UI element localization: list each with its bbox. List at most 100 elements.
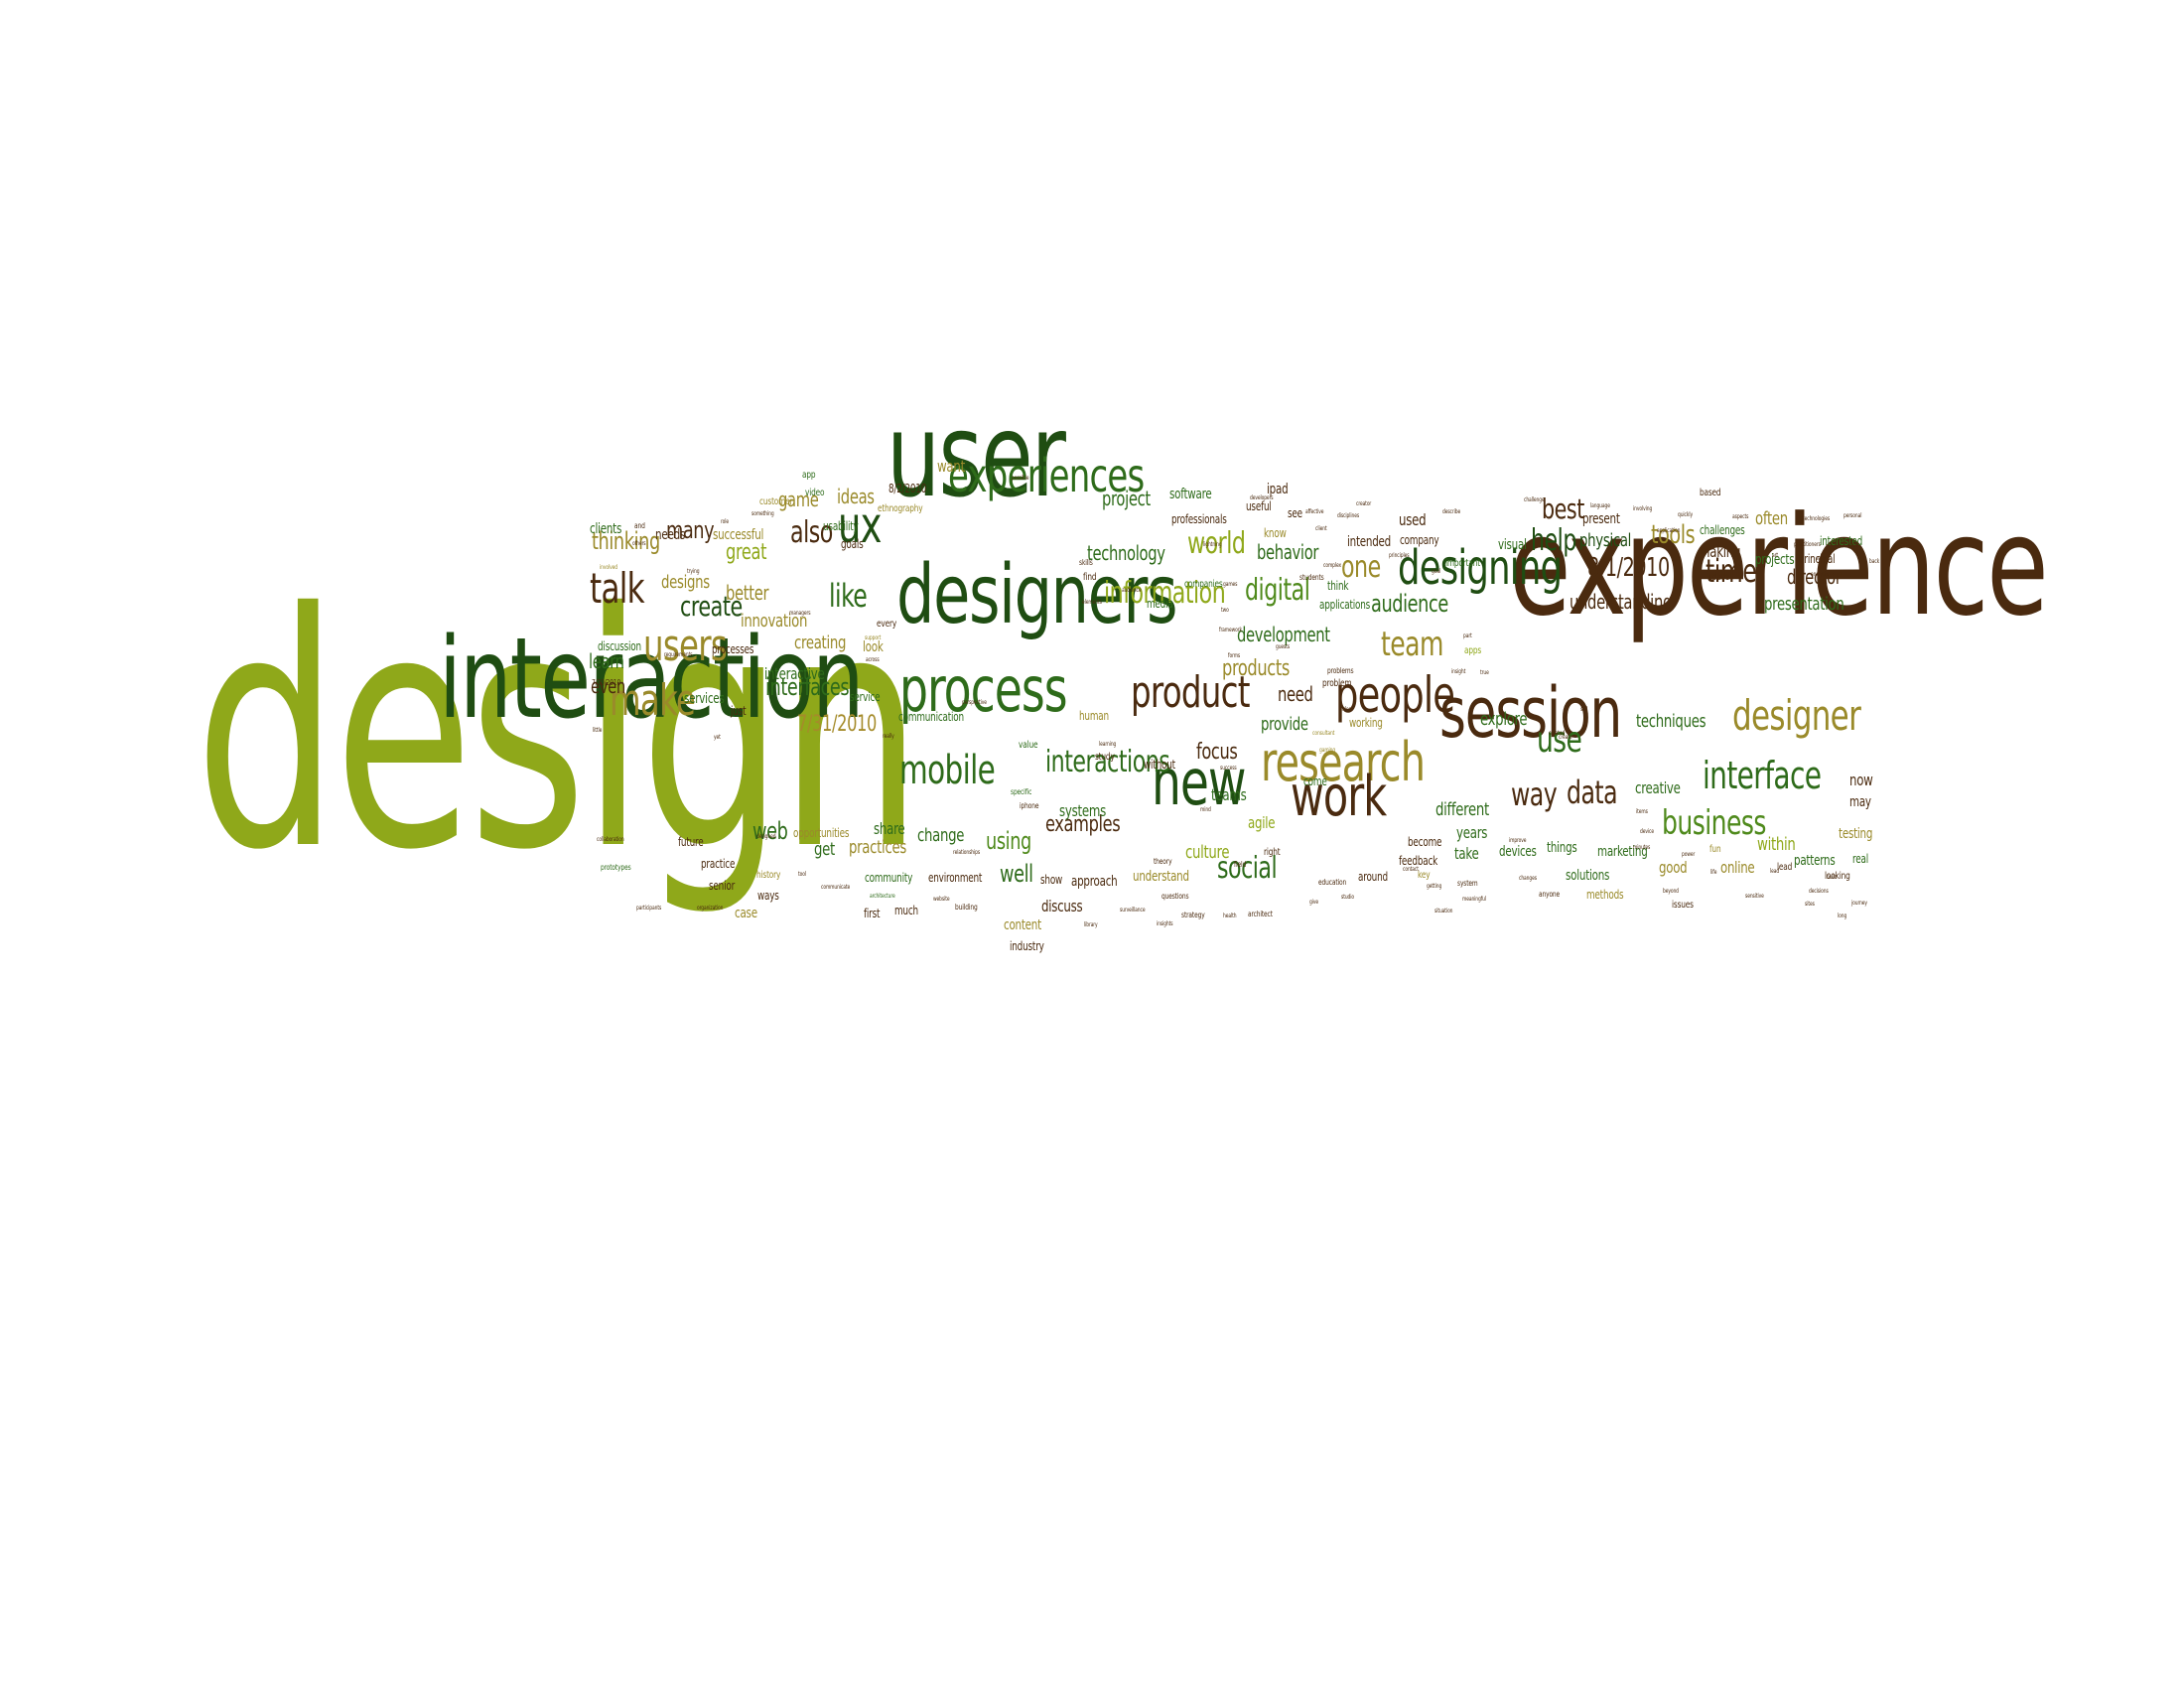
word-designed-200: designed <box>756 833 776 841</box>
word-creating-72: creating <box>794 633 847 654</box>
word-and-189: and <box>634 521 645 531</box>
word-first-139: first <box>864 907 881 921</box>
word-prototypes-186: prototypes <box>601 863 631 873</box>
word-journey-221: journey <box>1851 900 1867 908</box>
word-organization-231: organization <box>697 905 724 913</box>
word-8-1-2010-38: 8/1/2010 <box>1587 552 1670 583</box>
word-little-281: little <box>593 727 603 735</box>
word-understanding-65: understanding <box>1570 589 1673 614</box>
word-quickly-215: quickly <box>1678 511 1694 519</box>
word-digital-31: digital <box>1245 573 1310 609</box>
word-guests-273: guests <box>1276 643 1291 651</box>
word-anyone-182: anyone <box>1539 890 1561 900</box>
word-come-147: come <box>1303 774 1327 789</box>
word-designer-13: designer <box>1732 690 1861 740</box>
word-years-82: years <box>1456 822 1488 842</box>
word-often-97: often <box>1755 508 1788 530</box>
word-methods-151: methods <box>1586 888 1624 903</box>
word-getting-228: getting <box>1427 883 1442 891</box>
word-processes-121: processes <box>712 642 754 657</box>
word-feedback-150: feedback <box>1399 854 1438 869</box>
word-contact-255: contact <box>1403 866 1419 874</box>
word-time-30: time <box>1706 551 1757 590</box>
word-session-6: session <box>1439 671 1622 754</box>
word-senior-134: senior <box>709 879 736 894</box>
word-user-3: user <box>887 388 1066 523</box>
word-data-28: data <box>1567 773 1618 811</box>
word-practitioners-213: practitioners <box>1794 541 1821 549</box>
word-every-165: every <box>877 618 897 630</box>
word-insight-223: insight <box>1451 668 1466 676</box>
word-designers-4: designers <box>896 547 1178 642</box>
word-role-232: role <box>721 518 729 526</box>
word-systems-125: systems <box>1059 800 1106 820</box>
word-agile-81: agile <box>1248 812 1276 832</box>
word-work-11: work <box>1291 765 1387 830</box>
word-see-161: see <box>1288 506 1302 521</box>
word-designing-15: designing <box>1398 539 1563 596</box>
word-change-76: change <box>917 825 965 847</box>
word-principles-266: principles <box>1389 552 1410 560</box>
word-back-257: back <box>1869 558 1880 566</box>
word-people-9: people <box>1335 666 1455 724</box>
word-interaction-2: interaction <box>439 615 864 745</box>
word-involving-210: involving <box>1633 505 1653 513</box>
word-customer-164: customer <box>759 495 793 507</box>
word-across-245: across <box>866 656 880 664</box>
word-must-259: must <box>1848 542 1859 550</box>
word-education-168: education <box>1318 878 1347 888</box>
word-useful-159: useful <box>1246 499 1272 514</box>
word-7-31-2010-47: 7/31/2010 <box>797 711 877 737</box>
word-affective-241: affective <box>1305 508 1324 516</box>
word-online-90: online <box>1720 857 1755 877</box>
word-using-43: using <box>986 827 1031 856</box>
word-professionals-111: professionals <box>1171 512 1227 527</box>
word-disciplines-268: disciplines <box>1337 512 1360 520</box>
word-interested-99: interested <box>1820 534 1863 549</box>
word-something-202: something <box>751 510 774 518</box>
word-explore-60: explore <box>1480 709 1528 731</box>
word-opportunities-131: opportunities <box>793 826 850 841</box>
word-theory-178: theory <box>1154 857 1172 867</box>
word-just-154: just <box>731 704 747 719</box>
word-project-67: project <box>1102 486 1151 510</box>
word-others-203: others <box>632 540 646 548</box>
word-value-177: value <box>1019 739 1038 751</box>
word-successful-117: successful <box>713 526 764 543</box>
word-problems-191: problems <box>1327 666 1354 676</box>
word-items-283: items <box>1636 808 1648 816</box>
word-even-69: even <box>591 673 625 698</box>
word-services-74: services <box>684 690 725 707</box>
word-creator-267: creator <box>1356 500 1372 508</box>
word-think-152: think <box>1327 579 1349 594</box>
word-behavior-55: behavior <box>1257 539 1319 564</box>
word-complex-206: complex <box>1323 562 1342 570</box>
word-new-10: new <box>1152 746 1247 820</box>
word-students-190: students <box>1299 573 1324 583</box>
word-innovation-71: innovation <box>741 611 808 633</box>
word-issues-171: issues <box>1672 899 1694 911</box>
word-key-169: key <box>1418 869 1431 881</box>
word-created-275: created <box>1549 730 1566 738</box>
word-talk-19: talk <box>590 563 645 613</box>
word-beyond-220: beyond <box>1663 888 1679 896</box>
word-working-146: working <box>1349 716 1383 731</box>
word-show-127: show <box>1040 873 1063 888</box>
word-making-101: making <box>1699 541 1741 561</box>
word-idea-253: idea <box>1342 706 1352 714</box>
word-challenges-102: challenges <box>1700 523 1745 538</box>
word-development-56: development <box>1237 622 1330 646</box>
word-clients-119: clients <box>590 520 622 537</box>
word-like-33: like <box>829 576 868 615</box>
word-life-279: life <box>1710 869 1717 877</box>
word-right-166: right <box>1264 846 1281 858</box>
word-projects-98: projects <box>1755 551 1795 568</box>
word-involved-235: involved <box>600 564 617 572</box>
word-8-2-2010-113: 8/2/2010 <box>888 482 927 496</box>
word-aspects-217: aspects <box>1732 513 1749 521</box>
word-world-32: world <box>1187 526 1246 562</box>
word-changes-227: changes <box>1519 875 1537 883</box>
word-lead-282: lead <box>1770 868 1780 876</box>
word-7-30-2010-188: 7/30/2010 <box>592 678 621 688</box>
